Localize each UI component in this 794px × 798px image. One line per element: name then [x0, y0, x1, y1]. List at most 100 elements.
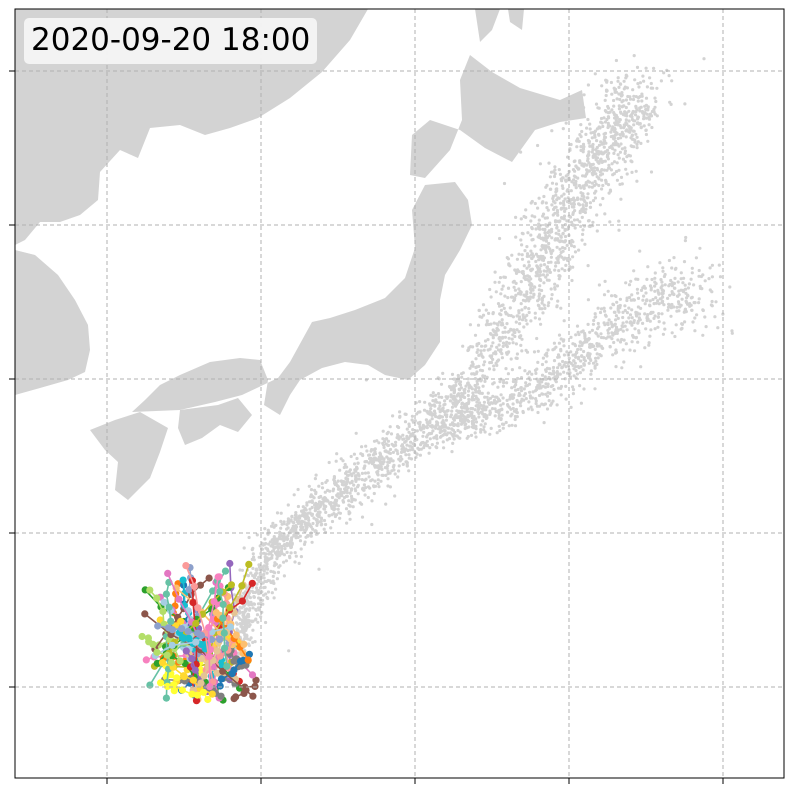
particle-dot: [525, 290, 529, 294]
particle-dot: [544, 377, 548, 381]
trajectory-point: [192, 697, 201, 705]
particle-dot: [649, 328, 653, 332]
particle-dot: [581, 146, 586, 151]
particle-dot: [283, 547, 287, 551]
particle-dot: [497, 411, 501, 415]
particle-dot: [557, 386, 561, 390]
particle-dot: [580, 163, 584, 167]
particle-dot: [554, 187, 558, 191]
landmass-honshu: [132, 182, 472, 415]
particle-dot: [580, 207, 584, 211]
particle-dot: [519, 280, 523, 284]
particle-dot: [596, 306, 600, 310]
particle-dot: [580, 101, 584, 105]
particle-dot: [276, 542, 280, 546]
particle-dot: [635, 142, 639, 146]
particle-dot: [336, 485, 340, 489]
particle-dot: [621, 310, 625, 314]
particle-dot: [605, 79, 609, 83]
trajectory-point: [206, 683, 214, 691]
particle-dot: [289, 545, 293, 549]
particle-dot: [575, 197, 580, 202]
particle-dot: [450, 421, 454, 426]
particle-dot: [473, 377, 477, 381]
particle-dot: [583, 242, 587, 246]
particle-dot: [498, 236, 502, 241]
particle-dot: [539, 386, 543, 390]
particle-dot: [366, 485, 371, 489]
particle-dot: [488, 409, 492, 413]
particle-dot: [587, 337, 591, 341]
particle-dot: [692, 283, 696, 287]
particle-dot: [610, 337, 614, 341]
particle-dot: [463, 391, 467, 395]
particle-dot: [557, 372, 561, 376]
particle-dot: [238, 617, 242, 621]
trajectory-point: [162, 694, 170, 702]
particle-dot: [486, 391, 490, 395]
particle-dot: [683, 283, 687, 287]
particle-dot: [249, 636, 253, 640]
trajectory-point: [159, 607, 167, 616]
particle-dot: [275, 557, 279, 561]
particle-dot: [385, 432, 389, 436]
particle-dot: [349, 454, 353, 459]
particle-dot: [627, 306, 631, 310]
particle-dot: [315, 523, 319, 528]
trajectory-point: [216, 635, 224, 644]
particle-dot: [511, 315, 515, 319]
particle-dot: [279, 511, 283, 515]
particle-dot: [591, 199, 596, 203]
particle-dot: [311, 527, 315, 531]
particle-dot: [587, 169, 592, 173]
particle-dot: [644, 66, 648, 70]
particle-dot: [530, 256, 534, 261]
particle-dot: [501, 335, 505, 339]
particle-dot: [262, 569, 266, 573]
particle-dot: [537, 304, 541, 308]
particle-dot: [382, 445, 386, 450]
particle-dot: [503, 330, 507, 334]
particle-dot: [544, 185, 548, 189]
particle-dot: [491, 341, 495, 345]
particle-dot: [514, 388, 518, 392]
particle-dot: [466, 377, 470, 381]
particle-dot: [336, 507, 340, 511]
particle-dot: [309, 493, 313, 497]
particle-dot: [267, 542, 271, 546]
particle-dot: [252, 602, 256, 606]
particle-dot: [286, 520, 290, 524]
particle-dot: [381, 437, 385, 441]
particle-dot: [582, 362, 586, 366]
particle-dot: [619, 327, 623, 331]
particle-dot: [674, 266, 678, 270]
particle-dot: [313, 506, 318, 510]
particle-dot: [585, 172, 589, 176]
particle-dot: [520, 308, 524, 312]
particle-dot: [354, 474, 358, 478]
particle-dot: [486, 401, 491, 405]
particle-dot: [271, 581, 275, 585]
particle-dot: [286, 517, 290, 521]
particle-dot: [551, 365, 556, 370]
particle-dot: [274, 587, 278, 591]
particle-dot: [492, 368, 496, 372]
particle-dot: [458, 388, 462, 392]
particle-dot: [313, 503, 317, 507]
particle-dot: [581, 368, 585, 372]
particle-dot: [494, 329, 498, 333]
particle-dot: [587, 150, 591, 154]
particle-dot: [438, 401, 442, 405]
particle-dot: [690, 308, 694, 312]
particle-dot: [419, 447, 423, 451]
particle-dot: [577, 139, 581, 143]
particle-dot: [403, 420, 408, 424]
trajectory-point: [176, 657, 184, 665]
particle-dot: [514, 378, 518, 383]
particle-dot: [617, 219, 621, 223]
particle-dot: [609, 130, 613, 134]
trajectory-point: [179, 576, 187, 584]
particle-dot: [515, 400, 520, 404]
particle-dot: [480, 391, 484, 395]
particle-dot: [625, 320, 629, 324]
